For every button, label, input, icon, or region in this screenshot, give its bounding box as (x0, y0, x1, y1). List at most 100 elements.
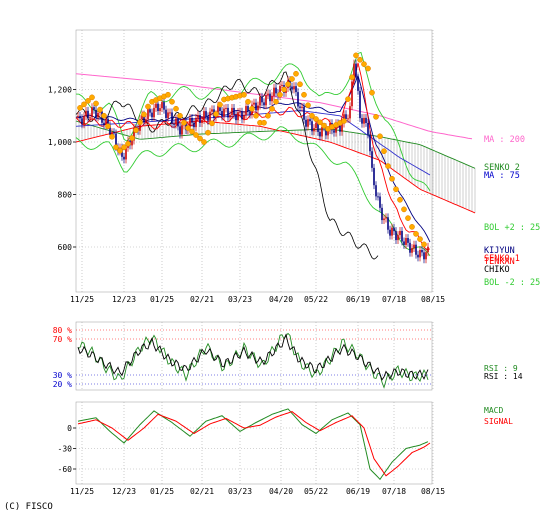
parabolic-dot (357, 56, 363, 63)
parabolic-dot (81, 101, 87, 108)
parabolic-dot (385, 163, 391, 169)
candle-body (419, 249, 421, 258)
parabolic-dot (125, 140, 131, 147)
candle-body (197, 115, 199, 118)
candle-body (77, 115, 79, 117)
macd-panel: 11/25 12/23 01/25 02/21 03/23 04/20 05/22 06/19… (58, 401, 445, 496)
candle-body (201, 119, 203, 124)
candle-body (261, 96, 263, 103)
candle-body (231, 107, 233, 116)
parabolic-dot (89, 94, 95, 101)
parabolic-dot (205, 129, 211, 136)
parabolic-dot (305, 102, 311, 109)
candle-body (247, 106, 249, 112)
macd-x-tick-label: 04/20 (269, 487, 293, 496)
macd-y-tick-label: 0 (67, 424, 72, 433)
candle-body (209, 111, 211, 121)
candle-body (103, 122, 105, 126)
price-legend-entry: SENKO 2 (484, 163, 520, 173)
candle-body (203, 111, 205, 120)
chiko-line (75, 71, 379, 260)
price-x-tick-label: 01/25 (150, 295, 174, 304)
candle-body (355, 63, 357, 78)
candle-body (367, 122, 369, 135)
parabolic-dot (269, 105, 275, 112)
parabolic-dot (369, 89, 375, 96)
candle-body (171, 112, 173, 124)
parabolic-dot (101, 112, 107, 119)
candle-body (271, 96, 273, 102)
parabolic-dot (273, 98, 279, 105)
parabolic-dot (341, 118, 347, 124)
macd-x-tick-label: 03/23 (228, 487, 252, 496)
candle-body (421, 249, 423, 253)
macd-legend-entry: SIGNAL (484, 417, 513, 426)
candle-body (311, 121, 313, 132)
copyright-text: (C) FISCO (4, 502, 53, 512)
parabolic-dot (285, 81, 291, 88)
candle-body (217, 105, 219, 115)
candle-body (91, 107, 93, 118)
candle-body (165, 109, 167, 119)
macd-x-tick-label: 11/25 (70, 487, 94, 496)
candle-body (153, 107, 155, 118)
parabolic-dot (345, 96, 351, 102)
parabolic-dot (377, 133, 383, 140)
candle-body (411, 248, 413, 253)
price-x-tick-label: 02/21 (190, 295, 214, 304)
candle-body (403, 241, 405, 245)
candle-body (265, 95, 267, 106)
parabolic-dot (249, 105, 255, 112)
candle-body (371, 151, 373, 168)
price-legend-entry: CHIKO (484, 265, 510, 275)
parabolic-dot (193, 132, 199, 138)
candle-body (333, 130, 335, 133)
candle-body (263, 102, 265, 106)
candle-body (357, 77, 359, 91)
macd-line (77, 408, 429, 481)
macd-x-tick-label: 02/21 (190, 487, 214, 496)
candle-body (377, 196, 379, 198)
parabolic-dot (109, 133, 115, 140)
candle-body (379, 196, 381, 208)
candle-body (373, 167, 375, 186)
price-legend-entry: BOL +2 : 25 (484, 223, 540, 233)
price-legend-entry: MA : 75 (484, 171, 520, 181)
parabolic-dot (277, 91, 283, 98)
parabolic-dot (393, 186, 399, 193)
candle-body (397, 235, 399, 241)
candle-body (279, 85, 281, 97)
parabolic-dot (93, 100, 99, 107)
rsi-panel: 80 %70 % 30 %20 % (53, 321, 434, 391)
candle-body (237, 112, 239, 121)
candle-body (145, 119, 147, 122)
parabolic-dot (421, 241, 427, 248)
candle-body (255, 102, 257, 111)
candle-body (315, 122, 317, 129)
parabolic-dot (197, 135, 203, 142)
parabolic-dot (265, 112, 271, 119)
parabolic-dot (189, 128, 195, 135)
price-legend-entry: SENKO 1 (484, 254, 520, 264)
candle-body (335, 123, 337, 133)
rsi-legend-entry: RSI : 14 (484, 372, 523, 381)
candle-body (133, 127, 135, 141)
parabolic-dot (321, 122, 327, 129)
candle-body (327, 130, 329, 136)
price-panel: 11/25 12/23 01/25 02/21 03/23 04/20 05/22 06/19… (48, 29, 476, 304)
candle-body (299, 106, 301, 108)
candle-body (307, 119, 309, 127)
macd-x-tick-label: 05/22 (304, 487, 328, 496)
parabolic-dot (181, 119, 187, 126)
macd-x-tick-label: 12/23 (112, 487, 136, 496)
parabolic-dot (241, 91, 247, 98)
candle-body (125, 147, 127, 160)
parabolic-dot (201, 139, 207, 145)
parabolic-dot (261, 119, 267, 126)
candle-body (177, 118, 179, 127)
parabolic-dot (177, 112, 183, 119)
parabolic-dot (409, 224, 415, 230)
candle-body (383, 218, 385, 221)
parabolic-dot (297, 81, 303, 88)
